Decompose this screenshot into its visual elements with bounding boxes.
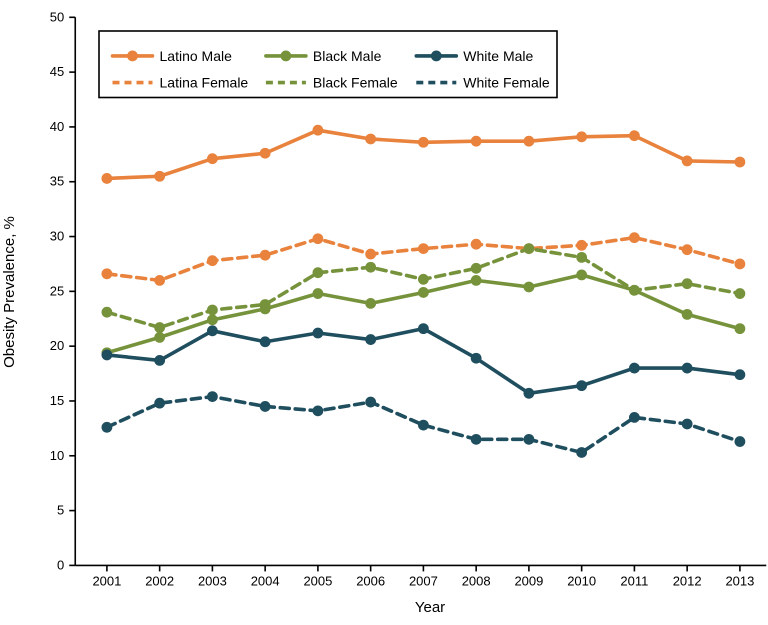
svg-text:2009: 2009 <box>514 573 543 588</box>
svg-text:2001: 2001 <box>92 573 121 588</box>
svg-text:Year: Year <box>415 599 445 616</box>
svg-text:2002: 2002 <box>145 573 174 588</box>
svg-text:Obesity Prevalence, %: Obesity Prevalence, % <box>1 216 18 368</box>
svg-text:Latina Female: Latina Female <box>160 75 249 91</box>
svg-text:Latino Male: Latino Male <box>160 48 233 64</box>
svg-text:25: 25 <box>50 283 64 298</box>
svg-text:White Male: White Male <box>463 48 533 64</box>
svg-text:5: 5 <box>57 503 64 518</box>
svg-text:10: 10 <box>50 448 64 463</box>
svg-text:2008: 2008 <box>462 573 491 588</box>
svg-text:2012: 2012 <box>673 573 702 588</box>
svg-text:2010: 2010 <box>567 573 596 588</box>
svg-text:White Female: White Female <box>463 75 550 91</box>
svg-text:2005: 2005 <box>303 573 332 588</box>
svg-text:2006: 2006 <box>356 573 385 588</box>
svg-text:Black Male: Black Male <box>313 48 382 64</box>
svg-text:35: 35 <box>50 174 64 189</box>
svg-text:2011: 2011 <box>620 573 648 588</box>
svg-text:2004: 2004 <box>251 573 280 588</box>
svg-text:30: 30 <box>50 229 64 244</box>
svg-text:2013: 2013 <box>725 573 754 588</box>
svg-text:20: 20 <box>50 338 64 353</box>
svg-text:2003: 2003 <box>198 573 227 588</box>
svg-text:0: 0 <box>57 557 64 572</box>
svg-text:45: 45 <box>50 64 64 79</box>
svg-text:Black Female: Black Female <box>313 75 398 91</box>
svg-text:15: 15 <box>50 393 64 408</box>
svg-text:50: 50 <box>50 9 64 24</box>
svg-text:40: 40 <box>50 119 64 134</box>
svg-text:2007: 2007 <box>409 573 438 588</box>
